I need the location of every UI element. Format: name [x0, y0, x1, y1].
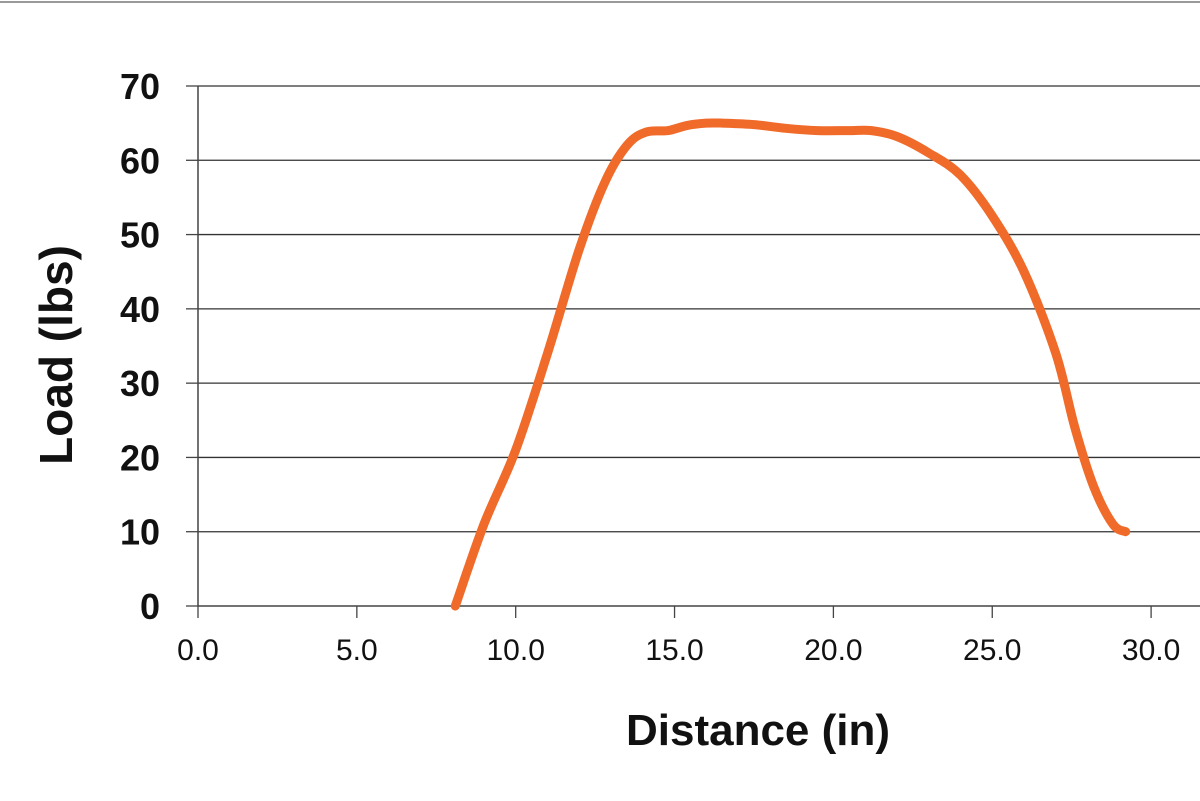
y-tick-label: 20 — [120, 437, 160, 478]
y-tick-label: 40 — [120, 289, 160, 330]
x-tick-label: 25.0 — [963, 634, 1021, 667]
gridlines — [198, 85, 1200, 533]
load-series-line — [450, 118, 1131, 611]
y-tick-label: 50 — [120, 215, 160, 256]
y-tick-label: 30 — [120, 363, 160, 404]
x-tick-labels: 0.0 5.0 10.0 15.0 20.0 25.0 30.0 — [177, 634, 1180, 667]
x-tick-label: 15.0 — [645, 634, 703, 667]
x-tick-label: 30.0 — [1122, 634, 1180, 667]
y-axis-label: Load (lbs) — [30, 245, 82, 465]
x-tick-label: 10.0 — [487, 634, 545, 667]
y-tick-label: 0 — [140, 586, 160, 627]
y-tick-label: 10 — [120, 512, 160, 553]
y-tick-labels: 0 10 20 30 40 50 60 70 — [120, 66, 160, 627]
y-tick-label: 60 — [120, 140, 160, 181]
x-tick-label: 20.0 — [804, 634, 862, 667]
x-tick-label: 5.0 — [336, 634, 378, 667]
x-tick-label: 0.0 — [177, 634, 219, 667]
axes — [186, 85, 1200, 618]
y-tick-label: 70 — [120, 66, 160, 107]
x-axis-label: Distance (in) — [626, 706, 890, 755]
series-layer — [450, 118, 1131, 611]
